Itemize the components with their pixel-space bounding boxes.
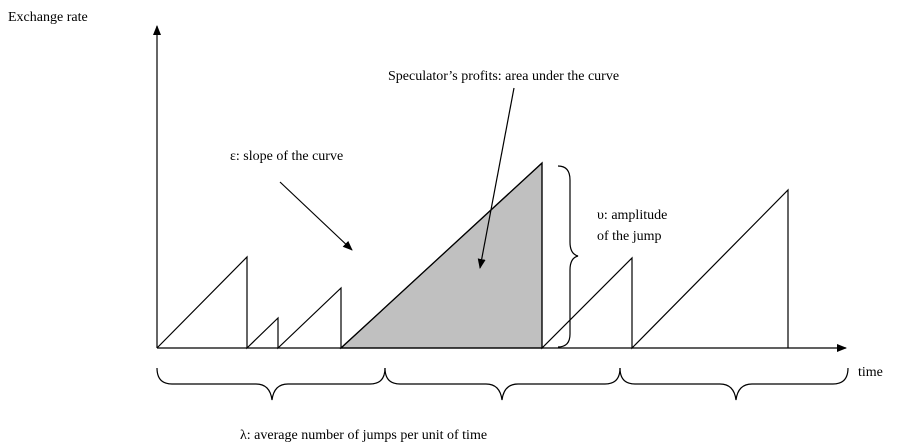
annotation: Speculator’s profits: area under the cur… bbox=[388, 69, 619, 84]
amplitude-brace bbox=[557, 165, 579, 348]
profits-arrow bbox=[477, 87, 515, 269]
x-axis-label: time bbox=[858, 365, 883, 380]
y-axis-label: Exchange rate bbox=[8, 10, 88, 25]
annotation: of the jump bbox=[597, 229, 662, 244]
annotation: λ: average number of jumps per unit of t… bbox=[240, 428, 487, 443]
period-brace bbox=[384, 367, 621, 401]
annotation: υ: amplitude bbox=[597, 208, 667, 223]
annotation: ε: slope of the curve bbox=[230, 149, 343, 164]
slope-arrow bbox=[279, 181, 353, 251]
period-brace bbox=[156, 367, 386, 401]
period-brace bbox=[619, 367, 849, 401]
